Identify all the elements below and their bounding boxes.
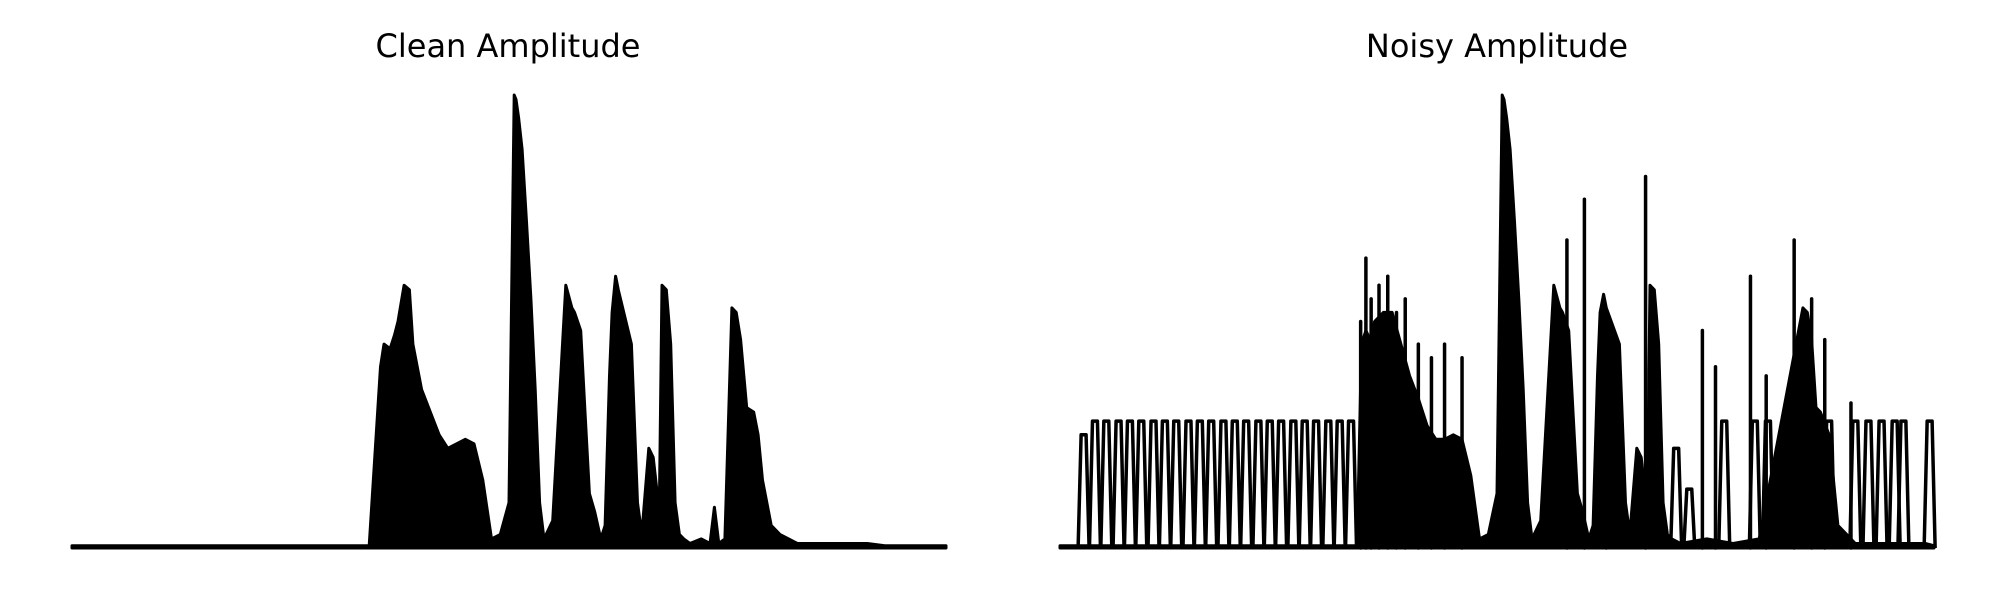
clean-amplitude-waveform: [70, 93, 948, 550]
noise-pulse-6: [1146, 419, 1161, 549]
noise-pulse-18: [1286, 419, 1301, 549]
noise-pulse-9: [1181, 419, 1196, 549]
noise-pulse-5: [1134, 419, 1149, 549]
noise-pulse-17: [1273, 419, 1289, 549]
noise-pulse-14: [1238, 419, 1254, 549]
noise-pulse-11: [1203, 419, 1219, 549]
noise-pulse-24: [1668, 446, 1684, 549]
noise-pulse-10: [1192, 419, 1208, 549]
noise-pulse-8: [1168, 419, 1184, 549]
noise-pulse-23: [1343, 419, 1359, 549]
noise-pulse-20: [1308, 419, 1324, 549]
noise-pulse-25: [1682, 487, 1697, 549]
noise-pulse-4: [1122, 419, 1138, 549]
noisy-amplitude-panel: Noisy Amplitude: [1058, 27, 1937, 550]
noise-pulse-0: [1076, 433, 1091, 549]
noise-pulse-19: [1297, 419, 1312, 549]
noise-pulse-12: [1216, 419, 1231, 549]
noisy-amplitude-title: Noisy Amplitude: [1366, 27, 1628, 65]
clean-amplitude-plot: [70, 93, 948, 550]
noise-pulse-21: [1321, 419, 1336, 549]
noise-pulse-1: [1087, 419, 1103, 549]
noise-pulse-32: [1861, 419, 1876, 549]
noise-pulse-13: [1227, 419, 1243, 549]
clean-amplitude-title: Clean Amplitude: [376, 27, 641, 65]
noise-pulse-16: [1262, 419, 1278, 549]
noise-pulse-22: [1332, 419, 1347, 549]
noise-pulse-29: [1795, 419, 1811, 549]
noise-pulse-26: [1716, 419, 1732, 549]
clean-amplitude-panel: Clean Amplitude: [70, 27, 948, 550]
noise-pulse-2: [1099, 419, 1114, 549]
noise-pulse-36: [1922, 419, 1937, 549]
noise-pulse-33: [1874, 419, 1889, 549]
noise-pulse-15: [1251, 419, 1266, 549]
noise-pulse-3: [1111, 419, 1126, 549]
noise-pulse-7: [1157, 419, 1173, 549]
noisy-amplitude-plot: [1058, 93, 1937, 550]
noise-pulse-35: [1896, 419, 1911, 549]
